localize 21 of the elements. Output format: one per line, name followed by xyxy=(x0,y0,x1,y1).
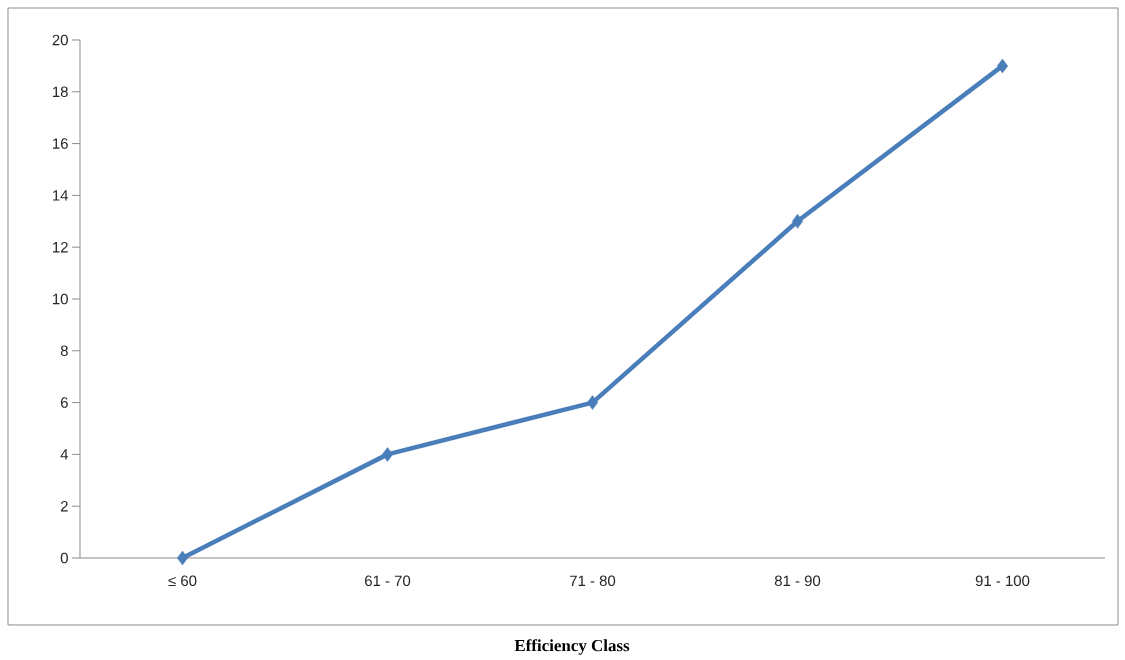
y-tick-label: 12 xyxy=(53,241,68,253)
y-tick-label: 20 xyxy=(52,34,68,46)
x-tick-label: 61 - 70 xyxy=(365,575,411,587)
x-tick-label: 71 - 80 xyxy=(570,575,616,587)
y-tick-label: 2 xyxy=(60,500,68,512)
y-tick-label: 16 xyxy=(53,138,68,149)
y-tick-label: 6 xyxy=(60,397,68,408)
point xyxy=(382,447,394,462)
y-tick-label: 8 xyxy=(60,345,68,357)
x-axis-title: Efficiency Class xyxy=(514,639,630,655)
point xyxy=(587,395,598,410)
point xyxy=(177,550,189,566)
point xyxy=(792,214,803,229)
y-tick-label: 10 xyxy=(53,293,68,305)
y-tick-label: 14 xyxy=(53,190,69,201)
x-tick-label: 91 - 100 xyxy=(975,575,1030,587)
y-tick-label: 0 xyxy=(60,552,68,564)
y-tick-label: 18 xyxy=(53,86,68,98)
x-tick-label: 81 - 90 xyxy=(774,575,821,587)
y-tick-label: 4 xyxy=(60,449,69,460)
x-tick-label: ≤ 60 xyxy=(168,575,197,587)
